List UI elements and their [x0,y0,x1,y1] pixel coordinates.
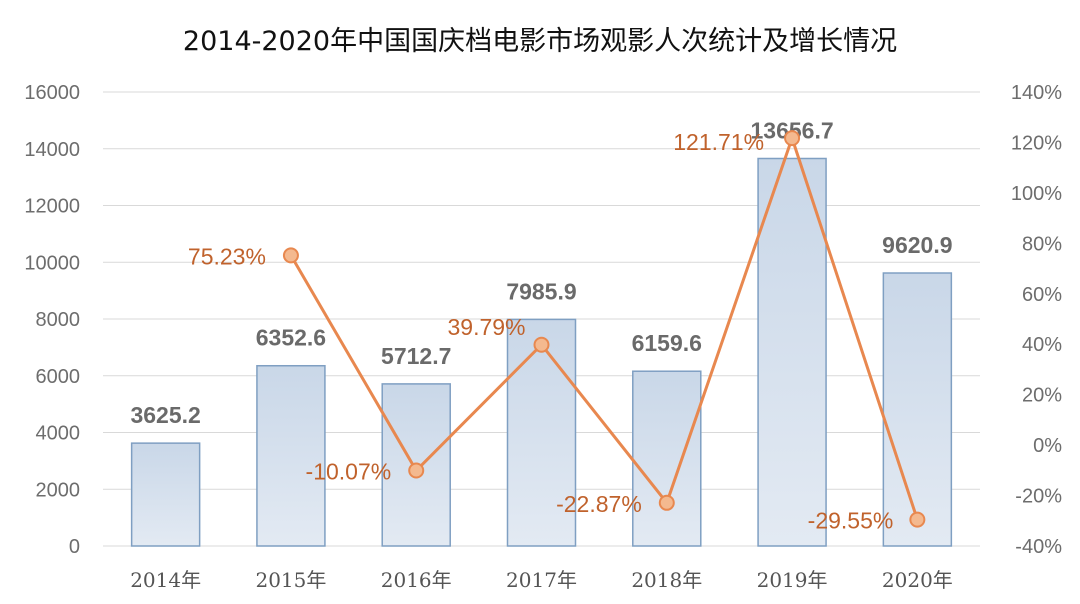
right-tick-label: 80% [1022,233,1062,255]
growth-rate-label: 121.71% [673,129,764,155]
bar [632,370,702,547]
bar-series [130,157,953,547]
growth-rate-label: 39.79% [447,314,525,340]
right-tick-label: -40% [1015,536,1062,558]
line-data-labels: 75.23% -10.07% 39.79% -22.87% 121.71% -29.55% [188,129,893,534]
right-tick-label: 60% [1022,284,1062,306]
growth-point [282,247,299,264]
left-tick-label: 14000 [24,139,80,161]
bar-value-label: 3625.2 [130,402,200,428]
x-tick-label: 2014年 [130,568,201,592]
growth-rate-label: -29.55% [808,508,894,534]
left-tick-label: 16000 [24,82,80,104]
left-tick-label: 6000 [36,366,81,388]
growth-line [289,133,919,521]
growth-point [658,494,675,511]
bar [882,272,953,547]
x-tick-label: 2019年 [757,568,828,592]
bar [757,157,827,547]
x-tick-label: 2015年 [255,568,326,592]
right-tick-label: 140% [1011,82,1062,104]
bar [130,442,201,547]
right-tick-label: -20% [1015,486,1062,508]
left-tick-label: 0 [69,536,80,558]
bar-value-label: 6352.6 [256,325,326,351]
left-tick-label: 8000 [36,309,81,331]
left-tick-label: 10000 [24,252,80,274]
growth-rate-label: -10.07% [306,459,392,485]
right-tick-label: 120% [1011,132,1062,154]
line-series [282,130,926,528]
left-tick-label: 4000 [36,423,81,445]
right-tick-label: 100% [1011,183,1062,205]
right-tick-label: 0% [1033,435,1062,457]
x-tick-label: 2018年 [631,568,702,592]
x-axis-ticks: 2014年 2015年 2016年 2017年 2018年 2019年 2020年 [130,568,953,592]
right-tick-label: 20% [1022,385,1062,407]
growth-point [909,511,926,528]
growth-point [784,130,801,147]
growth-rate-label: -22.87% [556,491,642,517]
left-axis-ticks: 0 2000 4000 6000 8000 10000 12000 14000 16000 [24,82,80,558]
right-axis-ticks: -40% -20% 0% 20% 40% 60% 80% 100% 120% 140% [1011,82,1062,558]
chart-title: 2014-2020年中国国庆档电影市场观影人次统计及增长情况 [183,26,897,57]
bar-value-label: 7985.9 [506,278,576,304]
right-tick-label: 40% [1022,334,1062,356]
bar-value-label: 6159.6 [632,330,702,356]
bar-value-label: 9620.9 [882,232,952,258]
bar [256,364,326,547]
left-tick-label: 2000 [36,479,81,501]
left-tick-label: 12000 [24,196,80,218]
bar-value-label: 5712.7 [381,343,451,369]
growth-point [408,462,425,479]
x-tick-label: 2017年 [506,568,577,592]
x-tick-label: 2016年 [381,568,452,592]
bar [506,318,577,547]
growth-point [533,336,550,353]
growth-rate-label: 75.23% [188,243,266,269]
x-tick-label: 2020年 [882,568,953,592]
